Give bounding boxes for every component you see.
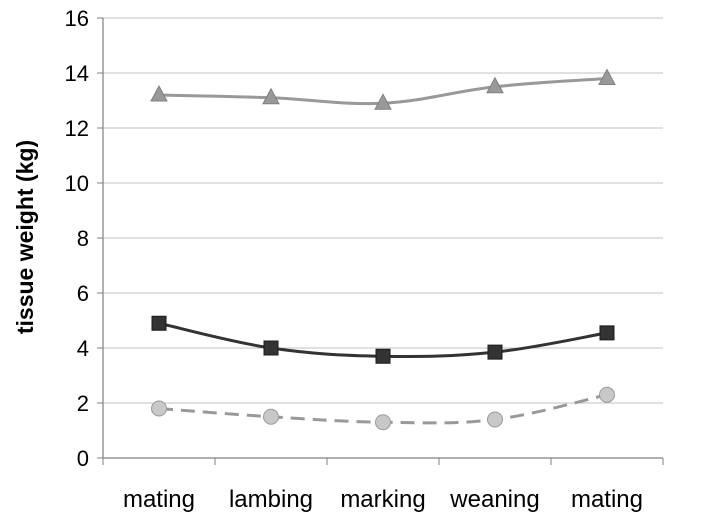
y-tick-label: 14 [65, 61, 89, 86]
y-axis-title: tissue weight (kg) [12, 140, 38, 334]
series-circle [151, 386, 615, 431]
circle-marker [375, 414, 391, 431]
y-tick-label: 8 [77, 226, 89, 251]
y-tick-label: 0 [77, 446, 89, 471]
square-marker [375, 348, 391, 364]
series-square [151, 315, 615, 364]
triangle-marker [486, 76, 504, 94]
triangle-marker [150, 84, 168, 102]
x-tick-label: lambing [229, 486, 313, 513]
axes [97, 17, 664, 465]
triangle-marker [262, 87, 280, 105]
y-tick-label: 12 [65, 116, 89, 141]
x-tick-label: mating [571, 486, 643, 513]
y-tick-label: 16 [65, 6, 89, 31]
circle-marker [599, 386, 615, 403]
y-tick-label: 2 [77, 391, 89, 416]
triangle-marker [374, 93, 392, 110]
x-tick-label: weaning [449, 486, 539, 513]
labels: 0 2 4 6 8 10 12 14 16 mating lambing marking weaning… [65, 6, 644, 513]
gridlines [103, 17, 663, 404]
x-tick-label: marking [340, 486, 425, 513]
y-tick-label: 10 [65, 171, 89, 196]
circle-marker [487, 411, 503, 428]
series-triangle [150, 68, 616, 110]
square-marker [151, 315, 167, 331]
x-tick-label: mating [123, 486, 195, 513]
y-tick-label: 6 [77, 281, 89, 306]
circle-marker [263, 408, 279, 425]
y-tick-label: 4 [77, 336, 89, 361]
square-marker [599, 325, 615, 341]
series [150, 68, 616, 431]
circle-marker [151, 400, 167, 417]
square-marker [263, 340, 279, 356]
triangle-marker [598, 68, 616, 85]
square-marker [487, 344, 503, 360]
